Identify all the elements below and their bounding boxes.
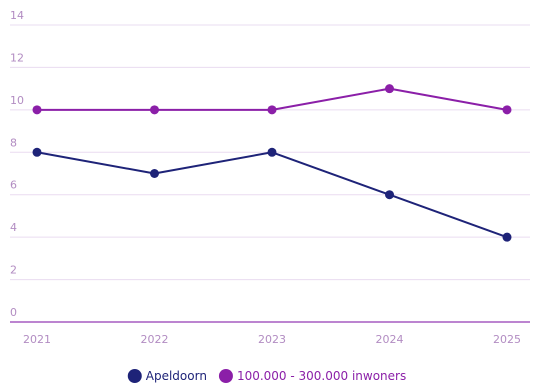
y-tick-label: 0 xyxy=(10,306,17,319)
data-point[interactable] xyxy=(32,147,42,157)
data-point[interactable] xyxy=(502,232,512,242)
data-point[interactable] xyxy=(502,105,512,115)
legend-label: 100.000 - 300.000 inwoners xyxy=(237,369,406,383)
y-tick-label: 2 xyxy=(10,264,17,277)
data-point[interactable] xyxy=(385,190,394,200)
series-1 xyxy=(32,84,512,115)
x-axis-ticks: 2021 2022 2023 2024 2025 xyxy=(23,333,521,346)
y-tick-label: 8 xyxy=(10,136,17,149)
data-point[interactable] xyxy=(385,84,394,94)
y-tick-label: 4 xyxy=(10,221,17,234)
y-axis-ticks: 0 2 4 6 8 10 12 14 xyxy=(10,9,24,319)
x-tick-label: 2021 xyxy=(23,333,51,346)
data-point[interactable] xyxy=(267,147,277,157)
x-tick-label: 2022 xyxy=(141,333,169,346)
x-tick-label: 2023 xyxy=(258,333,286,346)
legend-marker xyxy=(218,369,233,383)
y-tick-label: 12 xyxy=(10,51,24,64)
series-0 xyxy=(32,147,512,242)
y-tick-label: 6 xyxy=(10,179,17,192)
y-tick-label: 14 xyxy=(10,9,24,22)
x-tick-label: 2024 xyxy=(376,333,404,346)
data-point[interactable] xyxy=(150,105,159,115)
y-tick-label: 10 xyxy=(10,94,24,107)
data-point[interactable] xyxy=(150,169,159,178)
legend-item-1[interactable]: 100.000 - 300.000 inwoners xyxy=(218,369,406,383)
x-tick-label: 2025 xyxy=(493,333,521,346)
series xyxy=(32,84,512,242)
data-point[interactable] xyxy=(267,105,277,115)
legend-marker xyxy=(127,369,142,383)
legend-item-0[interactable]: Apeldoorn xyxy=(127,369,207,383)
data-point[interactable] xyxy=(32,105,42,115)
legend-label: Apeldoorn xyxy=(146,369,207,383)
legend: Apeldoorn 100.000 - 300.000 inwoners xyxy=(127,369,406,383)
